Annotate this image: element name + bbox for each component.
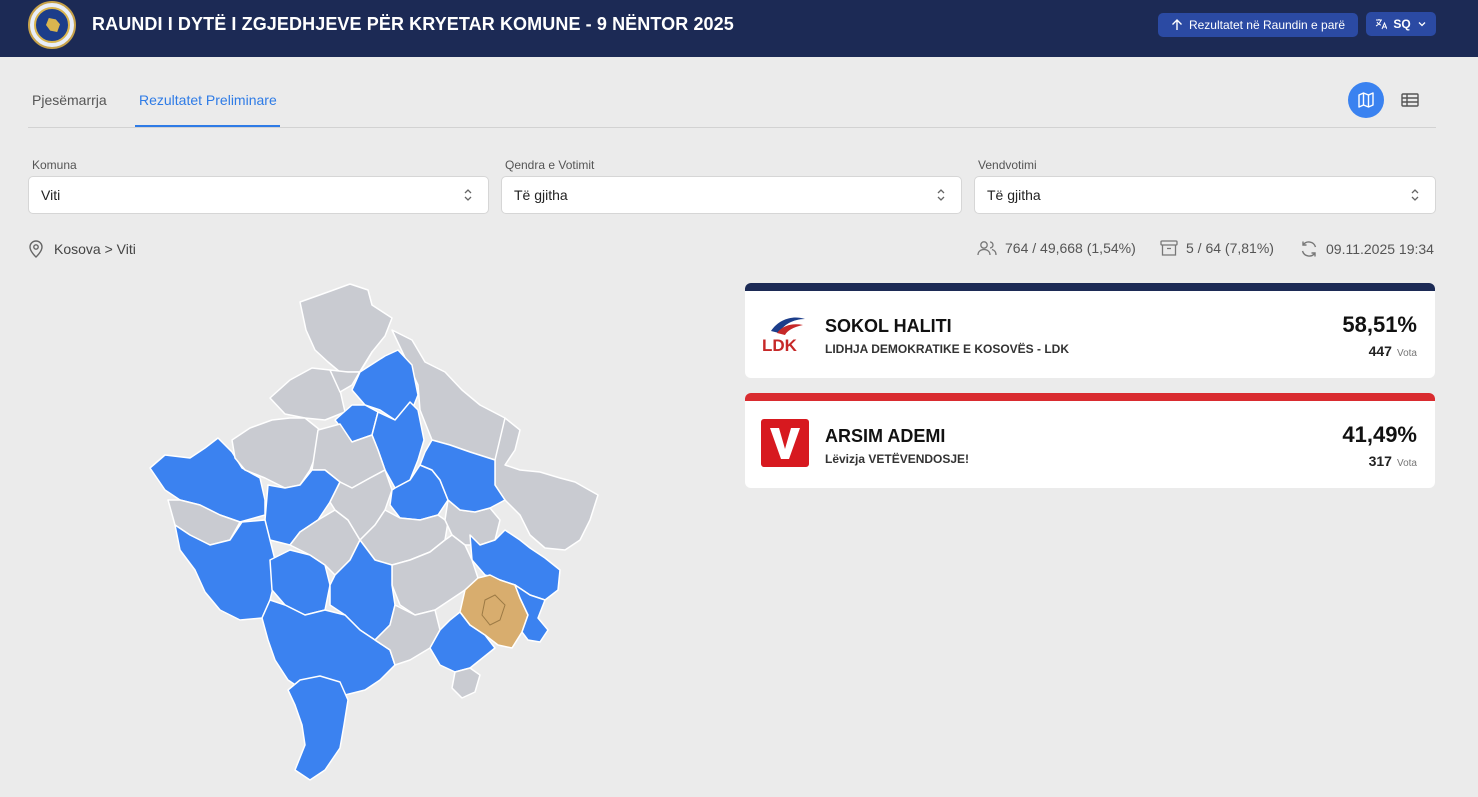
municipality-dragash: [287, 675, 349, 781]
candidate-party: LIDHJA DEMOKRATIKE E KOSOVËS - LDK: [825, 342, 1070, 356]
viti-detail-outline: [481, 594, 506, 626]
candidate-party: Lëvizja VETËVENDOSJE!: [825, 452, 970, 466]
polling-station-value: Të gjitha: [987, 187, 1041, 203]
candidate-name: ARSIM ADEMI: [825, 426, 946, 446]
municipality-zubin-potok: [269, 367, 346, 421]
candidate-percent: 58,51%: [1342, 312, 1417, 337]
active-tab-indicator: [135, 125, 280, 127]
voting-center-select[interactable]: Të gjitha: [501, 176, 962, 214]
updated-value: 09.11.2025 19:34: [1326, 241, 1434, 257]
map-view-button[interactable]: [1348, 82, 1384, 118]
previous-round-results-button[interactable]: Rezultatet në Raundin e parë: [1158, 13, 1358, 37]
top-header: RAUNDI I DYTË I ZGJEDHJEVE PËR KRYETAR K…: [0, 0, 1478, 57]
sort-chevron-icon: [464, 189, 472, 201]
municipality-leposaviq: [299, 283, 393, 373]
candidate-votes: 317 Vota: [1369, 453, 1417, 469]
municipality-value: Viti: [41, 187, 61, 203]
municipality-ranillug: [514, 584, 549, 643]
ballot-box-icon: [1160, 240, 1178, 256]
tab-preliminary-results[interactable]: Rezultatet Preliminare: [139, 92, 277, 108]
breadcrumb-text: Kosova > Viti: [54, 241, 136, 257]
polling-station-label: Vendvotimi: [978, 158, 1037, 172]
turnout-value: 764 / 49,668 (1,54%): [1005, 240, 1136, 256]
municipality-rahovec: [269, 549, 331, 616]
candidate-card[interactable]: LDK SOKOL HALITI LIDHJA DEMOKRATIKE E KO…: [745, 283, 1435, 378]
sort-chevron-icon: [937, 189, 945, 201]
candidate-votes-count: 317: [1368, 453, 1392, 469]
municipality-select[interactable]: Viti: [28, 176, 489, 214]
candidate-votes-label: Vota: [1396, 348, 1417, 359]
municipality-kacanik: [429, 611, 496, 673]
table-view-button[interactable]: [1392, 82, 1428, 118]
language-code: SQ: [1393, 17, 1411, 31]
table-icon: [1401, 93, 1419, 107]
location-pin-icon: [29, 240, 43, 258]
municipality-label: Komuna: [32, 158, 77, 172]
candidate-bar: [745, 283, 1435, 291]
tabs-divider: [28, 127, 1436, 128]
refresh-icon: [1301, 241, 1317, 257]
candidate-percent: 41,49%: [1342, 422, 1417, 447]
municipality-kamenica-north: [419, 439, 506, 513]
candidate-card[interactable]: ARSIM ADEMI Lëvizja VETËVENDOSJE! 41,49%…: [745, 393, 1435, 488]
tab-turnout[interactable]: Pjesëmarrja: [32, 92, 107, 108]
arrow-up-icon: [1171, 19, 1182, 30]
language-selector[interactable]: SQ: [1366, 12, 1436, 36]
voting-center-value: Të gjitha: [514, 187, 568, 203]
voting-center-label: Qendra e Votimit: [505, 158, 595, 172]
users-icon: [977, 241, 997, 256]
svg-text:LDK: LDK: [762, 336, 798, 355]
stations-stat: 5 / 64 (7,81%): [1160, 240, 1274, 256]
candidate-votes-label: Vota: [1396, 458, 1417, 469]
candidate-bar: [745, 393, 1435, 401]
turnout-stat: 764 / 49,668 (1,54%): [977, 240, 1136, 256]
vetevendosje-party-logo: [761, 419, 809, 467]
kosovo-municipality-map[interactable]: [140, 280, 610, 785]
breadcrumb: Kosova > Viti: [28, 240, 136, 258]
sort-chevron-icon: [1411, 189, 1419, 201]
previous-round-label: Rezultatet në Raundin e parë: [1188, 18, 1346, 32]
page-title: RAUNDI I DYTË I ZGJEDHJEVE PËR KRYETAR K…: [92, 14, 734, 34]
polling-station-select[interactable]: Të gjitha: [974, 176, 1436, 214]
cec-seal-logo: [28, 1, 76, 49]
map-icon: [1358, 92, 1374, 108]
municipality-hani-elezit: [451, 667, 481, 699]
municipality-kamenica: [494, 417, 599, 551]
candidate-votes-count: 447: [1368, 343, 1392, 359]
municipality-zvecan: [329, 351, 373, 393]
translate-icon: [1376, 19, 1388, 30]
candidate-votes: 447 Vota: [1369, 343, 1417, 359]
ldk-party-logo: LDK: [761, 309, 809, 357]
chevron-down-icon: [1418, 22, 1426, 27]
updated-stat: 09.11.2025 19:34: [1300, 240, 1434, 258]
stations-value: 5 / 64 (7,81%): [1186, 240, 1274, 256]
candidate-name: SOKOL HALITI: [825, 316, 952, 336]
